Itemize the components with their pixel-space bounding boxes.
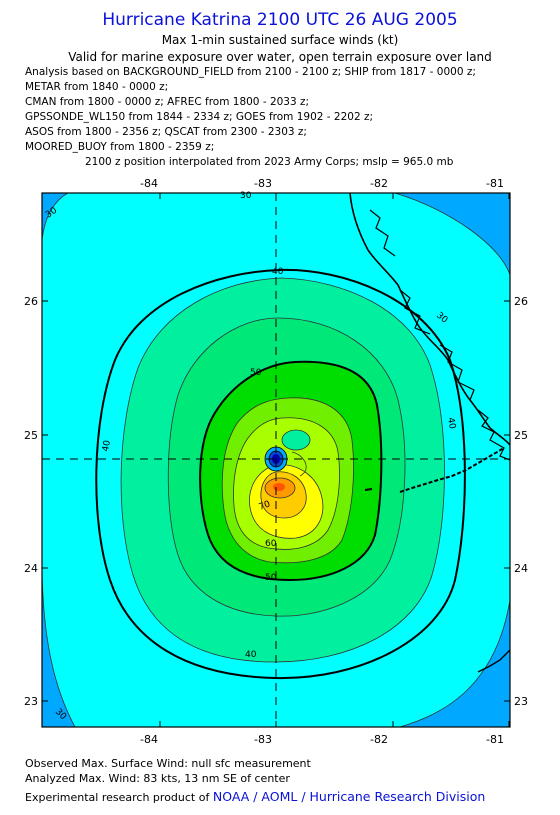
contour-label: 40 bbox=[101, 439, 113, 452]
analysis-line: Analysis based on BACKGROUND_FIELD from … bbox=[25, 66, 476, 78]
subtitle-exposure: Valid for marine exposure over water, op… bbox=[68, 50, 492, 64]
wind-contours bbox=[42, 193, 510, 727]
hrd-link[interactable]: NOAA / AOML / Hurricane Research Divisio… bbox=[212, 789, 486, 804]
coast-detail bbox=[477, 409, 510, 461]
lat-tick-right: 23 bbox=[514, 695, 528, 708]
subtitle-wind: Max 1-min sustained surface winds (kt) bbox=[161, 33, 399, 47]
observed-max-wind: Observed Max. Surface Wind: null sfc mea… bbox=[25, 757, 311, 770]
axis-ticks bbox=[42, 193, 510, 727]
lat-tick-left: 26 bbox=[24, 295, 38, 308]
lon-tick-bottom: -81 bbox=[486, 733, 504, 746]
lon-tick-top: -81 bbox=[486, 177, 504, 190]
contour-label: 40 bbox=[245, 650, 257, 660]
analysis-line: ASOS from 1800 - 2356 z; QSCAT from 2300… bbox=[25, 126, 307, 138]
position-note: 2100 z position interpolated from 2023 A… bbox=[85, 156, 454, 168]
lon-tick-top: -84 bbox=[140, 177, 158, 190]
contour-label: 70 bbox=[258, 499, 272, 512]
florida-keys bbox=[399, 447, 505, 493]
lon-tick-bottom: -82 bbox=[370, 733, 388, 746]
contour-label: 40 bbox=[272, 267, 284, 277]
lat-tick-left: 25 bbox=[24, 429, 38, 442]
lon-tick-top: -83 bbox=[254, 177, 272, 190]
contour-label: 30 bbox=[240, 191, 252, 201]
contour-line bbox=[291, 451, 307, 477]
analyzed-max-wind: Analyzed Max. Wind: 83 kts, 13 nm SE of … bbox=[25, 772, 290, 785]
island bbox=[364, 488, 373, 491]
lat-tick-left: 24 bbox=[24, 562, 38, 575]
coast-detail bbox=[399, 289, 431, 335]
analysis-line: CMAN from 1800 - 0000 z; AFREC from 1800… bbox=[25, 96, 310, 108]
credit-line: Experimental research product of NOAA / … bbox=[25, 789, 485, 804]
lon-tick-bottom: -83 bbox=[254, 733, 272, 746]
lat-tick-right: 24 bbox=[514, 562, 528, 575]
florida-coastline bbox=[349, 193, 510, 446]
lat-tick-left: 23 bbox=[24, 695, 38, 708]
analysis-line: METAR from 1840 - 0000 z; bbox=[25, 81, 169, 93]
contour-label: 50 bbox=[265, 573, 277, 583]
lon-tick-bottom: -84 bbox=[140, 733, 158, 746]
coast-detail bbox=[439, 344, 475, 401]
lat-tick-right: 26 bbox=[514, 295, 528, 308]
wind-max-center bbox=[273, 483, 285, 491]
contour-label: 60 bbox=[265, 539, 277, 549]
contour-label: 50 bbox=[250, 368, 262, 378]
analysis-line: GPSSONDE_WL150 from 1844 - 2334 z; GOES … bbox=[25, 111, 374, 123]
page-title: Hurricane Katrina 2100 UTC 26 AUG 2005 bbox=[102, 10, 458, 30]
lat-tick-right: 25 bbox=[514, 429, 528, 442]
wind-weak-pocket bbox=[281, 429, 311, 451]
coast-detail bbox=[369, 209, 396, 257]
credit-prefix: Experimental research product of bbox=[25, 791, 210, 804]
island-chain bbox=[477, 649, 510, 673]
contour-label: 40 bbox=[445, 417, 457, 430]
contour-40-bold bbox=[95, 268, 466, 680]
lon-tick-top: -82 bbox=[370, 177, 388, 190]
analysis-line: MOORED_BUOY from 1800 - 2359 z; bbox=[25, 141, 215, 153]
